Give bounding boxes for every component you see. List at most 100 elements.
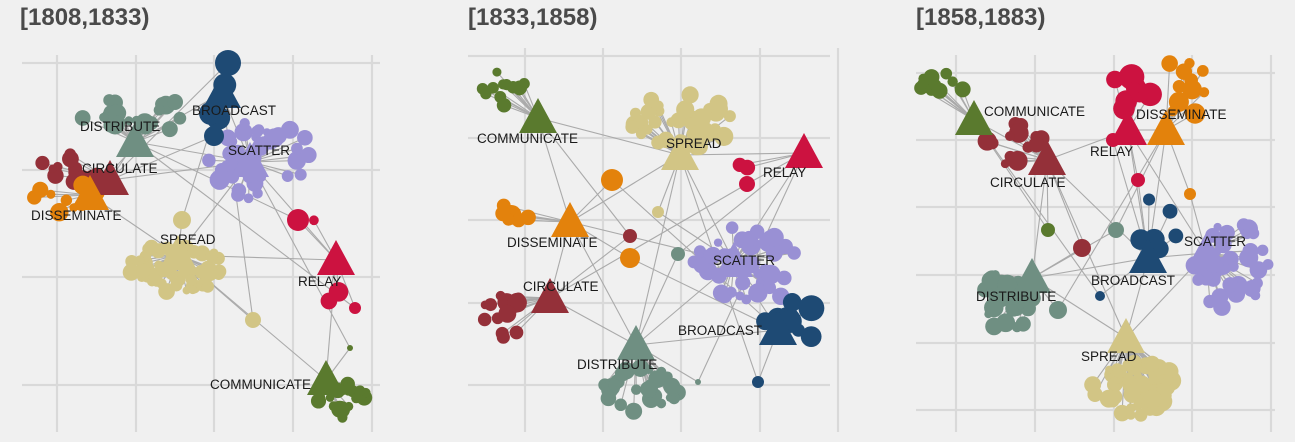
node-circulate: [495, 290, 506, 301]
node-relay: [287, 209, 309, 231]
node-spread: [1142, 389, 1162, 409]
edge-bridge: [249, 161, 351, 349]
node-communicate: [506, 81, 520, 94]
hub-triangle-disseminate: [1147, 110, 1185, 145]
node-spread: [691, 108, 712, 128]
node-circulate: [623, 229, 637, 243]
node-scatter: [210, 171, 227, 189]
node-spread: [625, 120, 639, 134]
node-scatter: [764, 283, 775, 294]
hub-label-scatter: SCATTER: [713, 253, 775, 268]
panel-title-3: [1858,1883): [916, 4, 1046, 31]
node-disseminate: [1184, 188, 1196, 200]
node-distribute: [167, 94, 183, 110]
hub-label-relay: RELAY: [763, 165, 806, 180]
node-distribute: [997, 274, 1018, 295]
node-distribute: [74, 110, 91, 126]
node-spread: [1126, 410, 1136, 420]
node-disseminate: [1184, 58, 1195, 69]
node-spread: [642, 124, 653, 135]
node-spread: [156, 278, 167, 289]
node-scatter: [294, 168, 307, 181]
node-spread: [643, 91, 660, 108]
edge-hub-hub: [537, 117, 571, 223]
hub-label-circulate: CIRCULATE: [82, 161, 158, 176]
hubs: [955, 100, 1225, 353]
node-scatter: [281, 170, 294, 182]
node-circulate: [35, 155, 50, 171]
node-spread: [686, 128, 698, 140]
node-spread: [652, 206, 664, 218]
node-spread: [1133, 371, 1142, 380]
node-circulate: [48, 164, 57, 173]
hub-label-distribute: DISTRIBUTE: [577, 357, 657, 372]
edge-bridge: [973, 119, 1101, 297]
node-scatter: [1213, 222, 1222, 232]
hub-triangle-distribute: [116, 122, 154, 157]
node-scatter: [761, 264, 781, 285]
hub-triangle-communicate: [955, 100, 993, 135]
node-broadcast: [1095, 291, 1105, 301]
edge-bridge: [537, 117, 631, 237]
node-disseminate: [1196, 65, 1209, 77]
node-distribute: [625, 402, 643, 420]
node-communicate: [310, 393, 327, 409]
node-scatter: [297, 129, 313, 146]
hub-label-spread: SPREAD: [1081, 349, 1137, 364]
node-communicate: [347, 345, 353, 351]
hub-label-spread: SPREAD: [160, 232, 216, 247]
node-distribute: [640, 381, 657, 398]
edge-hub-hub: [325, 259, 337, 381]
hub-label-relay: RELAY: [1090, 144, 1133, 159]
node-scatter: [1219, 224, 1235, 241]
hub-label-scatter: SCATTER: [228, 143, 290, 158]
node-distribute: [991, 270, 1000, 279]
node-spread: [170, 279, 183, 292]
node-broadcast: [1162, 203, 1178, 219]
node-scatter: [1203, 294, 1217, 309]
node-scatter: [243, 193, 254, 204]
node-spread: [217, 267, 226, 276]
node-spread: [1099, 389, 1118, 408]
node-spread: [1105, 365, 1114, 375]
node-communicate: [351, 393, 362, 404]
node-spread: [1163, 374, 1174, 386]
node-scatter: [231, 187, 245, 202]
node-scatter: [1247, 227, 1260, 240]
edge-hub-hub: [1031, 257, 1149, 279]
node-distribute: [1108, 222, 1124, 238]
node-disseminate: [601, 169, 623, 191]
node-disseminate: [620, 248, 640, 268]
node-circulate: [509, 325, 524, 340]
node-relay: [320, 292, 338, 310]
hub-triangle-distribute: [617, 325, 655, 360]
hub-triangle-relay: [785, 133, 823, 168]
edge-bridge: [635, 253, 679, 346]
node-spread: [681, 86, 699, 104]
node-scatter: [735, 275, 751, 291]
node-broadcast: [798, 295, 825, 322]
hub-triangle-broadcast: [759, 310, 797, 345]
node-scatter: [234, 123, 253, 142]
node-scatter: [702, 249, 712, 258]
node-communicate: [342, 382, 356, 396]
hub-triangle-disseminate: [71, 175, 109, 210]
node-distribute: [630, 384, 642, 395]
node-scatter: [693, 257, 709, 274]
node-broadcast: [204, 126, 224, 146]
node-scatter: [239, 118, 250, 129]
hub-label-communicate: COMMUNICATE: [477, 131, 578, 146]
hub-triangle-communicate: [519, 98, 557, 133]
hub-label-broadcast: BROADCAST: [1091, 273, 1175, 288]
node-spread: [1123, 385, 1141, 404]
node-relay: [309, 215, 319, 226]
node-broadcast: [1168, 228, 1184, 244]
hub-label-broadcast: BROADCAST: [678, 323, 762, 338]
hub-label-scatter: SCATTER: [1184, 234, 1246, 249]
node-circulate: [62, 150, 79, 168]
node-scatter: [1228, 261, 1239, 272]
node-circulate: [1073, 239, 1091, 257]
node-spread: [245, 312, 261, 328]
node-scatter: [258, 136, 269, 147]
hub-label-relay: RELAY: [298, 274, 341, 289]
